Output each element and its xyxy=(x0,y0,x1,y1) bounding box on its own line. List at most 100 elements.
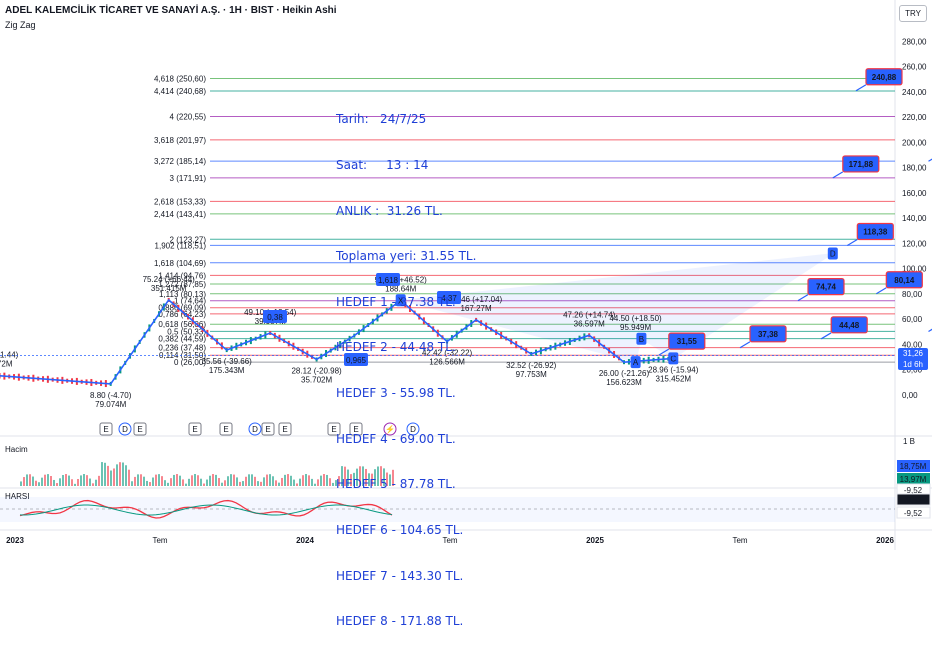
volume-label: Hacim xyxy=(5,445,28,454)
note-target-2: HEDEF 2 - 44.48 TL. xyxy=(336,340,476,355)
fib-level-label: 4,618 (250,60) xyxy=(154,74,206,83)
target-pointer xyxy=(876,288,886,294)
volume-bar xyxy=(95,480,97,486)
pattern-point-label: A xyxy=(633,358,639,367)
note-target-7: HEDEF 7 - 143.30 TL. xyxy=(336,569,476,584)
volume-bar xyxy=(284,475,286,486)
x-tick-label: 2023 xyxy=(6,536,24,545)
pivot-label: 28.12 (-20.98) xyxy=(291,366,342,375)
currency-badge[interactable]: TRY xyxy=(899,5,927,22)
x-tick-label: Tem xyxy=(152,536,167,545)
note-target-8: HEDEF 8 - 171.88 TL. xyxy=(336,614,476,629)
volume-bar xyxy=(59,478,61,486)
volume-bar xyxy=(71,479,73,486)
volume-bar xyxy=(101,462,103,486)
volume-bar xyxy=(161,476,163,486)
volume-bar xyxy=(323,474,325,486)
note-target-6: HEDEF 6 - 104.65 TL. xyxy=(336,523,476,538)
volume-bar xyxy=(50,476,52,486)
volume-bar xyxy=(23,477,25,486)
volume-bar xyxy=(158,474,160,486)
y-tick-label: 200,00 xyxy=(902,138,927,147)
volume-bar xyxy=(299,479,301,486)
y-tick-label: 220,00 xyxy=(902,113,927,122)
fib-level-label: 3 (171,91) xyxy=(170,174,207,183)
volume-bar xyxy=(197,475,199,486)
volume-bar xyxy=(89,479,91,486)
y-tick-label: 80,00 xyxy=(902,290,923,299)
volume-bar xyxy=(41,478,43,486)
volume-bar xyxy=(107,466,109,486)
pivot-label: 47.26 (+14.74) xyxy=(563,310,616,319)
x-tick-label: Tem xyxy=(732,536,747,545)
volume-bar xyxy=(218,478,220,486)
volume-bar xyxy=(245,477,247,486)
volume-bar xyxy=(278,483,280,486)
volume-bar xyxy=(290,476,292,486)
volume-bar xyxy=(98,476,100,486)
event-marker-label: E xyxy=(223,425,228,434)
volume-bar xyxy=(311,479,313,486)
note-target-3: HEDEF 3 - 55.98 TL. xyxy=(336,386,476,401)
target-value-label: 44,48 xyxy=(839,321,860,330)
fib-level-label: 4 (220,55) xyxy=(170,112,207,121)
volume-bar xyxy=(242,481,244,486)
note-target-5: HEDEF 5 - 87.78 TL. xyxy=(336,477,476,492)
volume-bar xyxy=(128,470,130,486)
volume-bar xyxy=(332,483,334,486)
volume-bar xyxy=(314,484,316,486)
volume-bar xyxy=(206,480,208,486)
target-pointer xyxy=(798,295,808,301)
target-value-label: 37,38 xyxy=(758,330,779,339)
pattern-ratio-label: 0,38 xyxy=(267,313,283,322)
volume-bar xyxy=(53,480,55,486)
pivot-volume-label: 315.452M xyxy=(656,374,692,383)
event-marker-label: E xyxy=(103,425,108,434)
pivot-volume-label: 175.343M xyxy=(209,366,245,375)
pivot-label: 28.96 (-15.94) xyxy=(648,365,699,374)
fib-level-label: 3,272 (185,14) xyxy=(154,157,206,166)
volume-bar xyxy=(44,475,46,486)
volume-ma-tag-label: 13,97M xyxy=(900,475,927,484)
volume-bar xyxy=(26,474,28,486)
volume-bar xyxy=(113,468,115,486)
indicator-label: Zig Zag xyxy=(5,20,36,30)
fib-level-label: 1,902 (118,51) xyxy=(155,241,207,250)
event-marker-label: D xyxy=(122,425,128,434)
analysis-note: Tarih: 24/7/25 Saat: 13 : 14 ANLIK : 31.… xyxy=(336,82,476,645)
last-price-interval: 1d 6h xyxy=(898,359,928,370)
volume-bar xyxy=(212,474,214,486)
oscillator-value-label: -9,52 xyxy=(904,509,923,518)
fib-level-label: 3,618 (201,97) xyxy=(154,136,206,145)
fib-level-label: 1,618 (104,69) xyxy=(154,259,206,268)
volume-bar xyxy=(191,475,193,486)
volume-scale-label: 1 B xyxy=(903,437,915,446)
last-price-value: 31,26 xyxy=(898,348,928,359)
volume-bar xyxy=(173,475,175,486)
pivot-volume-label: 36.597M xyxy=(574,319,605,328)
pivot-label: 75.24 (+66.44) xyxy=(143,275,196,284)
pivot-volume-label: 35.702M xyxy=(301,375,332,384)
volume-bar xyxy=(29,474,31,486)
volume-bar xyxy=(329,478,331,486)
pivot-label: 35.56 (-39.66) xyxy=(202,357,253,366)
note-date: Tarih: 24/7/25 xyxy=(336,112,476,127)
fib-level-label: 2,618 (153,33) xyxy=(154,197,206,206)
volume-bar xyxy=(185,484,187,486)
volume-bar xyxy=(230,474,232,486)
volume-bar xyxy=(35,481,37,486)
volume-bar xyxy=(92,483,94,486)
target-pointer xyxy=(821,333,831,339)
volume-bar xyxy=(38,482,40,486)
y-tick-label: 120,00 xyxy=(902,239,927,248)
volume-tag-label: 18,75M xyxy=(900,462,927,471)
target-value-label: 74,74 xyxy=(816,283,837,292)
volume-bar xyxy=(200,479,202,486)
volume-bar xyxy=(251,474,253,486)
target-value-label: 118,38 xyxy=(863,227,888,236)
target-pointer xyxy=(847,239,857,245)
fib-level-label: 2,414 (143,41) xyxy=(154,210,206,219)
volume-bar xyxy=(272,476,274,486)
volume-bar xyxy=(104,463,106,486)
volume-bar xyxy=(125,465,127,486)
